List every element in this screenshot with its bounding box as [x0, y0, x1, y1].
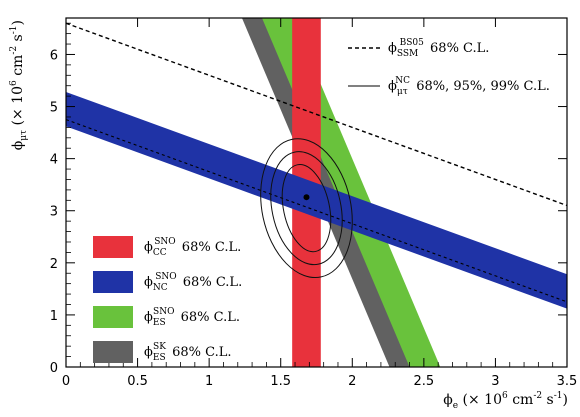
legend-top-label: ϕSSMBS05 68% C.L. — [388, 38, 489, 59]
y-tick-label: 5 — [50, 101, 58, 116]
contour-2 — [270, 151, 343, 266]
x-tick-label: 3 — [491, 374, 499, 389]
y-tick-label: 4 — [50, 153, 58, 168]
legend-label-nc: ϕNCSNO 68% C.L. — [144, 272, 242, 293]
y-tick-label: 3 — [50, 205, 58, 220]
contour-layer — [260, 138, 353, 279]
legend-top: ϕSSMBS05 68% C.L. ϕμτNC 68%, 95%, 99% C.L… — [348, 38, 550, 97]
x-tick-label: 2 — [348, 374, 356, 389]
best-fit-point — [303, 194, 310, 201]
legend-swatch-es — [93, 306, 133, 328]
nc-sno-band — [66, 91, 567, 309]
x-tick-label: 1 — [205, 374, 213, 389]
legend-bottom: ϕCCSNO 68% C.L. ϕNCSNO 68% C.L. ϕESSNO 68%… — [93, 236, 242, 363]
legend-label-cc: ϕCCSNO 68% C.L. — [144, 237, 241, 258]
ssm-line — [66, 22, 567, 207]
x-axis-label: ϕe (× 106 cm-2 s-1) — [443, 391, 568, 411]
legend-swatch-es_sk — [93, 341, 133, 363]
y-tick-label: 6 — [50, 48, 58, 63]
legend-label-es: ϕESSNO 68% C.L. — [144, 307, 240, 328]
legend-top-label: ϕμτNC 68%, 95%, 99% C.L. — [388, 76, 550, 97]
y-tick-label: 2 — [50, 257, 58, 272]
nc-center-line — [66, 119, 567, 303]
plot-frame — [65, 17, 568, 368]
x-tick-label: 0.5 — [127, 374, 148, 389]
x-tick-label: 1.5 — [270, 374, 291, 389]
x-tick-label: 3.5 — [557, 374, 578, 389]
contour-1 — [281, 164, 332, 253]
x-tick-label: 2.5 — [414, 374, 435, 389]
legend-swatch-cc — [93, 236, 133, 258]
ticks-layer: 0 0.5 1 1.5 2 2.5 3 3.5 0 1 2 3 4 5 6 — [50, 18, 578, 389]
legend-label-es_sk: ϕESSK 68% C.L. — [144, 342, 231, 363]
y-axis-label: ϕμτ (× 106 cm-2 s-1) — [9, 20, 29, 150]
y-tick-label: 0 — [50, 361, 58, 376]
y-tick-label: 1 — [50, 309, 58, 324]
x-tick-label: 0 — [62, 374, 70, 389]
legend-swatch-nc — [93, 271, 133, 293]
lines-layer — [66, 22, 567, 303]
contour-3 — [260, 138, 353, 279]
